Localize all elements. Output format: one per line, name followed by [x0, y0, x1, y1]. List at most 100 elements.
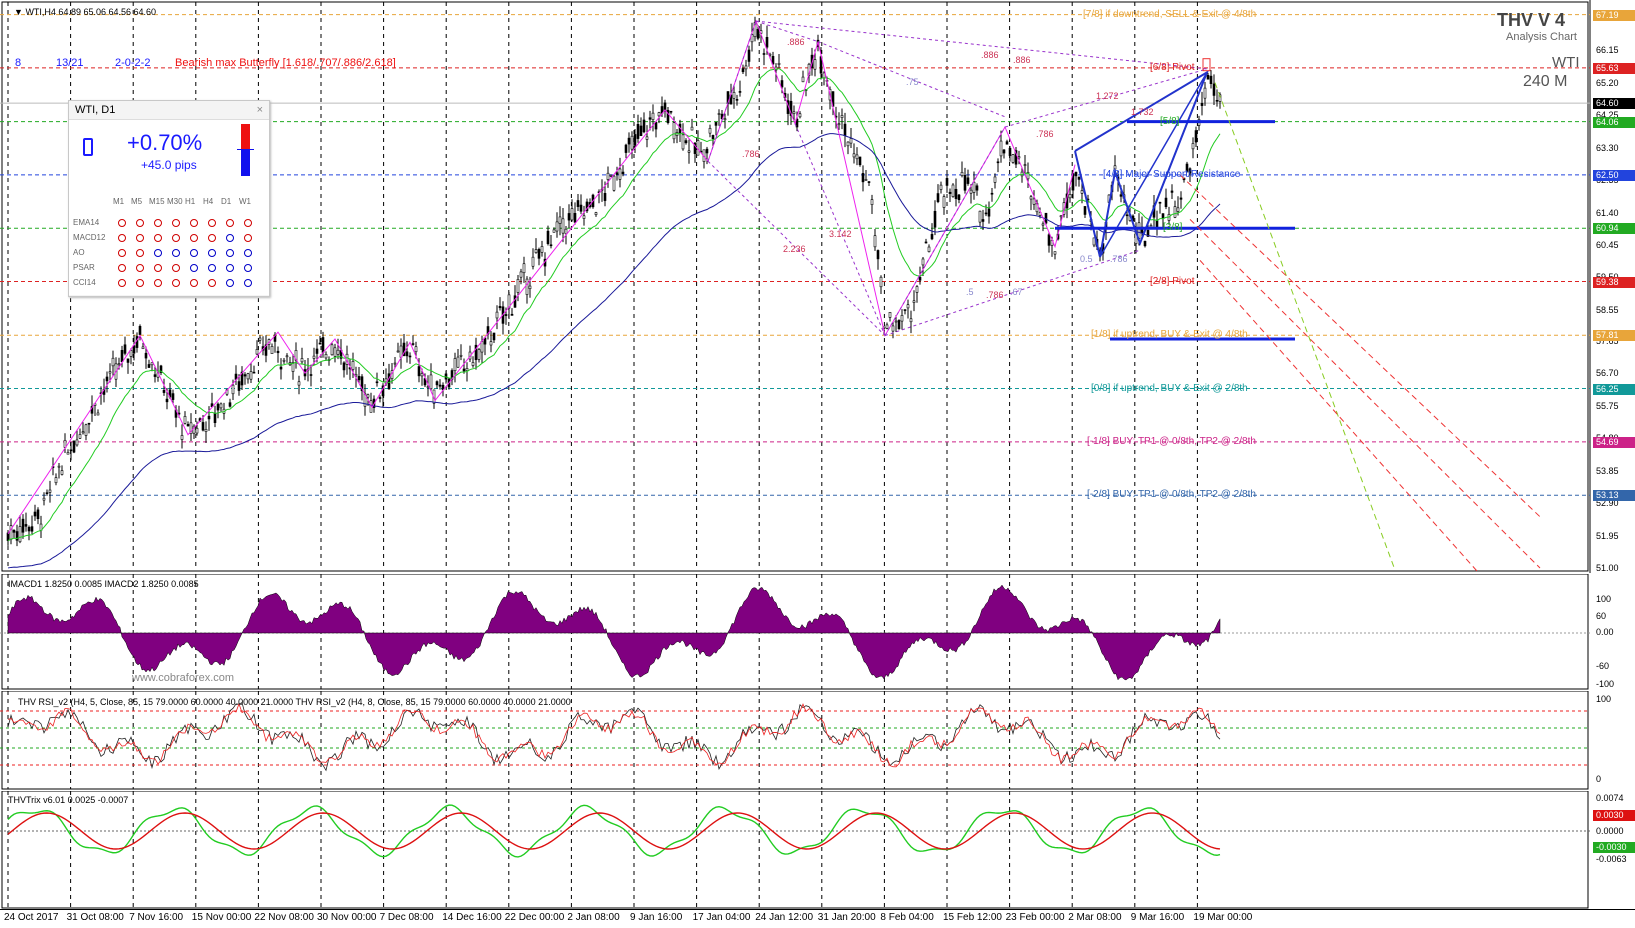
bearish-signal-icon: [118, 218, 126, 227]
candle-body: [1149, 225, 1153, 228]
brand-subtitle: Analysis Chart: [1506, 31, 1577, 43]
candle-body: [750, 34, 754, 43]
trix-canvas[interactable]: [0, 791, 1635, 909]
candle-body: [213, 412, 217, 424]
date-label: 15 Feb 12:00: [943, 912, 1002, 923]
candle-body: [183, 416, 187, 424]
bearish-signal-icon: [118, 263, 126, 272]
rsi-axis-label: 100: [1596, 694, 1612, 704]
candle-body: [150, 362, 154, 366]
fib-ratio-label: .786: [986, 290, 1004, 300]
zigzag-line: [7, 19, 1076, 535]
candle-body: [228, 402, 232, 407]
indicator-name: MACD12: [73, 233, 106, 242]
candle-body: [1203, 87, 1207, 99]
candle-body: [1164, 197, 1168, 208]
candle-body: [537, 249, 541, 259]
pane-frame: [1, 791, 1589, 909]
trix-line: [7, 804, 1221, 858]
macd-pane[interactable]: IMACD1 1.8250 0.0085 IMACD2 1.8250 0.008…: [0, 574, 1635, 690]
candle-body: [291, 362, 295, 372]
bullish-signal-icon: [226, 248, 234, 257]
date-label: 19 Mar 00:00: [1193, 912, 1253, 923]
candle-body: [219, 403, 223, 409]
candle-body: [333, 347, 337, 357]
candle-body: [153, 374, 157, 377]
bearish-signal-icon: [190, 218, 198, 227]
candle-body: [1209, 75, 1213, 84]
harmonic-line: [884, 249, 1141, 337]
bearish-signal-icon: [172, 263, 180, 272]
macd-histogram: [7, 584, 1221, 681]
candle-body: [714, 122, 718, 126]
candle-body: [777, 62, 781, 65]
candle-body: [123, 344, 127, 354]
candle-body: [546, 230, 550, 244]
candle-body: [1008, 147, 1012, 156]
signal-row: AO: [73, 245, 257, 260]
projection-line: [1199, 260, 1480, 573]
ema-slow-line: [7, 133, 1221, 569]
bearish-signal-icon: [190, 233, 198, 242]
close-icon[interactable]: ×: [256, 104, 263, 116]
candle-body: [561, 218, 565, 234]
candle-body: [630, 135, 634, 150]
strength-bar-marker: [237, 149, 254, 150]
candle-body: [1080, 190, 1084, 194]
candle-body: [1158, 201, 1162, 204]
price-chart-pane[interactable]: .886 .886 .886 1.272 1.732 .786 .786 2.236 3.142…: [0, 0, 1635, 573]
fib-ratio-label: .886: [787, 37, 805, 47]
harmonic-line: [755, 20, 1208, 70]
candle-body: [126, 358, 130, 363]
candle-body: [1179, 197, 1183, 200]
rsi-pane[interactable]: THV RSI_v2 (H4, 5, Close, 85, 15 79.0000…: [0, 691, 1635, 790]
dropdown-arrow-icon[interactable]: ▼: [14, 7, 23, 17]
trix-pane[interactable]: THVTrix v6.01 0.0025 -0.0007 0.0074 0.003…: [0, 791, 1635, 909]
candle-body: [105, 376, 109, 382]
pane-frame: [1, 574, 1589, 690]
price-axis-label: 65.20: [1596, 77, 1619, 88]
candle-body: [111, 357, 115, 367]
strength-bar-bull: [241, 150, 250, 176]
candle-body: [312, 355, 316, 359]
signal-row: EMA14: [73, 215, 257, 230]
murrey-price-tag: 67.19: [1593, 9, 1635, 21]
rsi-canvas[interactable]: [0, 691, 1635, 790]
bearish-signal-icon: [208, 278, 216, 287]
harmonic-line: [707, 20, 757, 162]
candle-body: [1200, 103, 1204, 106]
rsi-line-2: [7, 702, 1221, 768]
candle-body: [195, 427, 199, 434]
candle-body: [351, 361, 355, 370]
candle-body: [930, 234, 934, 240]
candle-body: [951, 184, 955, 197]
widget-header[interactable]: WTI, D1 ×: [69, 101, 269, 120]
candle-body: [912, 300, 916, 303]
timeframe-label: W1: [239, 197, 251, 206]
fib-ratio-label: .786: [742, 149, 760, 159]
candle-body: [1059, 215, 1063, 218]
bearish-signal-icon: [208, 218, 216, 227]
candle-body: [15, 531, 19, 541]
candle-body: [465, 368, 469, 371]
projection-line: [1214, 82, 1396, 571]
candle-body: [1125, 214, 1129, 217]
macd-canvas[interactable]: [0, 574, 1635, 690]
candle-body: [966, 177, 970, 184]
candle-body: [897, 320, 901, 330]
candle-body: [528, 285, 532, 290]
candle-body: [585, 201, 589, 212]
chart-frame: [1, 1, 1589, 572]
candle-body: [159, 365, 163, 373]
candle-body: [636, 123, 640, 139]
candle-body: [399, 345, 403, 358]
candle-body: [732, 92, 736, 99]
candle-body: [837, 123, 841, 126]
candle-body: [939, 184, 943, 190]
bullish-signal-icon: [172, 248, 180, 257]
signal-widget[interactable]: WTI, D1 × +0.70% +45.0 pips M1 M5 M15 M30 H1…: [68, 100, 270, 297]
butterfly-pattern: [1074, 70, 1209, 258]
candle-body: [948, 191, 952, 194]
macd-axis-label: -60: [1596, 661, 1610, 671]
candle-body: [849, 138, 853, 144]
